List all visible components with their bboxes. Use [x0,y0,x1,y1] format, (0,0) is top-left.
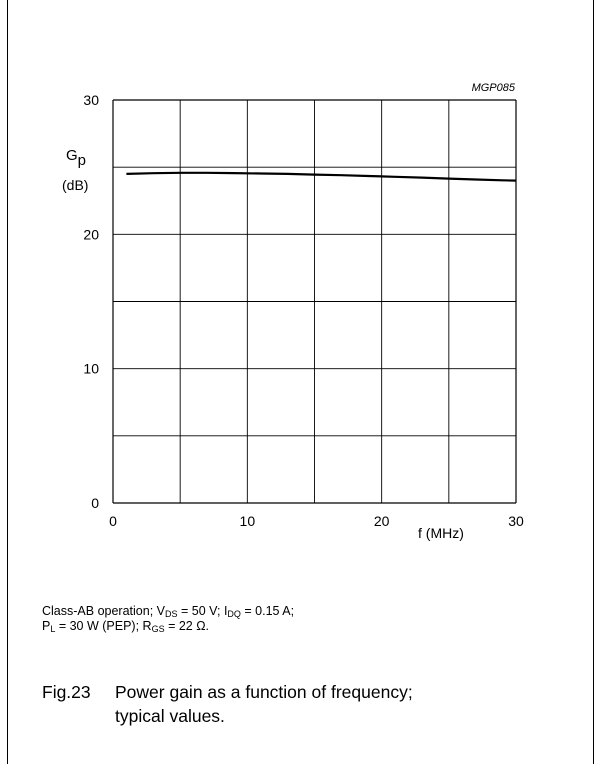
text-run-4: = 0.15 A; [240,604,295,618]
x-tick-label-0: 0 [109,513,117,529]
page-frame [7,0,594,764]
gain-frequency-chart: 0 10 20 30 0 10 20 30 MGP085 Gp (dB) f (MHz) [62,82,524,541]
text-run-2: = 50 V; I [177,604,228,618]
y-tick-label-10: 10 [83,361,99,377]
y-tick-label-30: 30 [83,92,99,108]
x-tick-label-20: 20 [374,513,390,529]
x-tick-label-10: 10 [240,513,256,529]
subscript-3: DQ [227,609,241,619]
figure-caption: Fig.23 Power gain as a function of freque… [42,680,413,728]
figure-number: Fig.23 [42,682,91,702]
text-run-0: P [42,619,51,633]
conditions-line-1: Class-AB operation; VDS = 50 V; IDQ = 0.… [42,604,294,619]
caption-line-1: Fig.23 Power gain as a function of freque… [42,680,413,704]
text-run-0: Class-AB operation; V [42,604,165,618]
chart-series [126,171,517,182]
caption-line-2: typical values. [115,706,225,726]
chart-grid [112,99,517,504]
y-tick-label-20: 20 [83,226,99,242]
x-tick-label-30: 30 [508,513,524,529]
y-axis-symbol-main: G [66,147,78,164]
y-axis-symbol: Gp [66,147,86,169]
text-run-2: = 30 W (PEP); R [55,619,152,633]
x-axis-label: f (MHz) [418,525,464,541]
operating-conditions: Class-AB operation; VDS = 50 V; IDQ = 0.… [42,604,294,634]
series-line-0 [126,171,517,182]
caption-text-1: Power gain as a function of frequency; [115,682,413,702]
y-axis-symbol-sub: p [78,152,86,169]
figure-code: MGP085 [472,82,516,94]
y-axis-unit: (dB) [62,177,88,193]
text-run-4: = 22 Ω. [164,619,210,633]
y-tick-label-0: 0 [91,495,99,511]
chart-tick-labels: 0 10 20 30 0 10 20 30 [83,92,524,529]
subscript-1: L [50,624,56,634]
subscript-3: GS [151,624,165,634]
conditions-line-2: PL = 30 W (PEP); RGS = 22 Ω. [42,619,294,634]
subscript-1: DS [164,609,178,619]
